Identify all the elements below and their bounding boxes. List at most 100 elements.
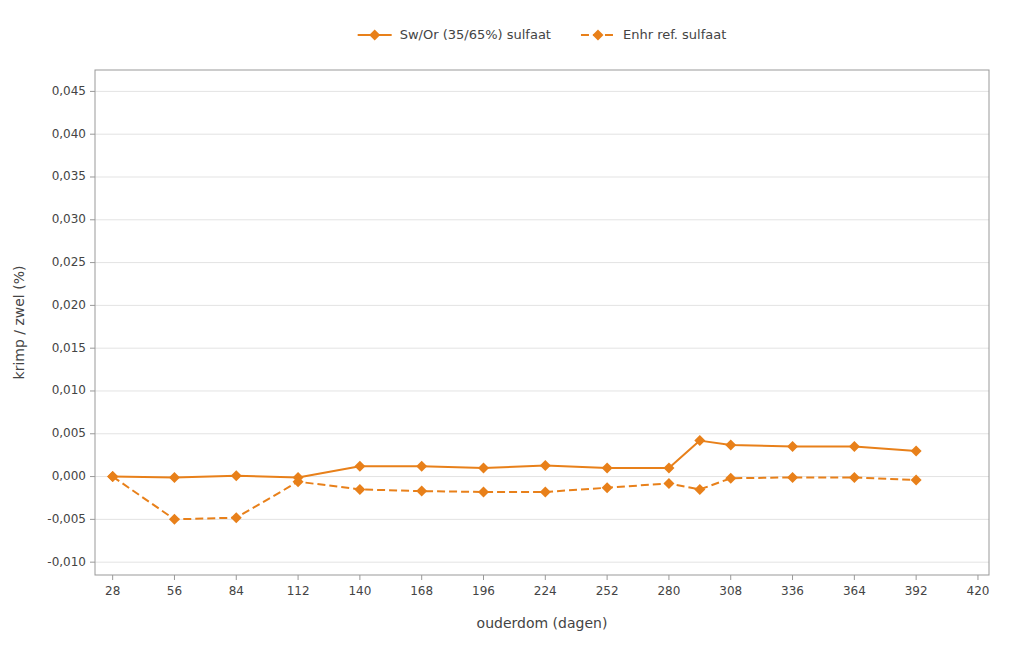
data-point [787,472,798,483]
legend-label: Enhr ref. sulfaat [623,27,726,42]
axes: -0,010-0,0050,0000,0050,0100,0150,0200,0… [47,84,989,598]
x-tick-label: 168 [410,584,433,598]
x-tick [792,575,793,580]
y-tick [90,390,95,391]
chart: -0,010-0,0050,0000,0050,0100,0150,0200,0… [0,0,1024,650]
y-axis-label: krimp / zwel (%) [11,266,27,380]
y-tick [90,134,95,135]
data-point [416,486,427,497]
data-point [663,463,674,474]
data-point [169,514,180,525]
y-tick [90,562,95,563]
grid-line [95,433,989,434]
y-tick-label: 0,005 [52,426,86,440]
plot-area [95,70,989,575]
data-point [540,460,551,471]
x-tick-label: 112 [287,584,310,598]
x-tick [174,575,175,580]
data-point [602,482,613,493]
legend-label: Sw/Or (35/65%) sulfaat [400,27,551,42]
data-point [849,472,860,483]
x-axis-label: ouderdom (dagen) [477,615,608,631]
data-point [725,439,736,450]
data-point [911,474,922,485]
series-line [113,477,916,520]
y-tick-label: 0,040 [52,127,86,141]
x-tick-label: 308 [719,584,742,598]
series [107,471,921,525]
data-point [849,441,860,452]
chart-container: -0,010-0,0050,0000,0050,0100,0150,0200,0… [0,0,1024,650]
y-tick [90,262,95,263]
y-tick-label: 0,030 [52,212,86,226]
data-point [354,484,365,495]
legend: Sw/Or (35/65%) sulfaat Enhr ref. sulfaat [358,27,727,42]
grid-line [95,562,989,563]
data-point [911,445,922,456]
y-tick-label: 0,020 [52,298,86,312]
grid-line [95,134,989,135]
x-tick-label: 364 [843,584,866,598]
data-point [231,470,242,481]
data [107,435,921,525]
grid-line [95,348,989,349]
x-tick [298,575,299,580]
y-tick-label: 0,015 [52,341,86,355]
x-tick [421,575,422,580]
y-tick [90,348,95,349]
grid-line [95,262,989,263]
y-tick [90,176,95,177]
y-tick [90,476,95,477]
x-tick [359,575,360,580]
grid-line [95,390,989,391]
data-point [169,472,180,483]
legend-marker [369,30,380,41]
x-tick-label: 336 [781,584,804,598]
legend-item: Enhr ref. sulfaat [581,27,726,42]
legend-marker [592,30,603,41]
series-line [113,441,916,478]
data-point [478,486,489,497]
x-tick-label: 252 [596,584,619,598]
x-tick [977,575,978,580]
x-tick-label: 224 [534,584,557,598]
grid-line [95,305,989,306]
data-point [293,476,304,487]
x-tick [854,575,855,580]
grid-line [95,176,989,177]
legend-item: Sw/Or (35/65%) sulfaat [358,27,551,42]
grid [95,91,989,562]
data-point [694,484,705,495]
data-point [787,441,798,452]
x-tick [545,575,546,580]
x-tick [236,575,237,580]
y-tick-label: 0,045 [52,84,86,98]
y-tick [90,91,95,92]
data-point [416,461,427,472]
data-point [694,435,705,446]
x-tick-label: 420 [967,584,990,598]
y-tick [90,305,95,306]
data-point [231,512,242,523]
y-tick-label: 0,000 [52,469,86,483]
x-tick-label: 84 [229,584,244,598]
series [107,435,921,483]
y-tick [90,433,95,434]
plot-frame [95,70,989,575]
x-tick [483,575,484,580]
x-tick-label: 140 [348,584,371,598]
x-tick-label: 56 [167,584,182,598]
x-tick-label: 196 [472,584,495,598]
x-tick [668,575,669,580]
data-point [540,486,551,497]
data-point [663,478,674,489]
x-tick-label: 28 [105,584,120,598]
grid-line [95,91,989,92]
y-tick [90,519,95,520]
y-tick [90,219,95,220]
data-point [725,473,736,484]
data-point [478,463,489,474]
y-tick-label: 0,025 [52,255,86,269]
data-point [354,461,365,472]
x-tick [916,575,917,580]
